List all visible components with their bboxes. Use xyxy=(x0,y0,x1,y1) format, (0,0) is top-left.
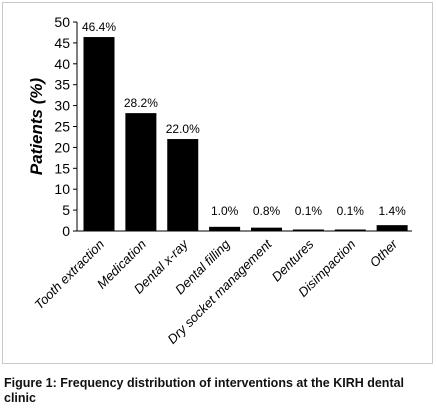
bar xyxy=(292,229,324,231)
category-label: Other xyxy=(367,236,401,270)
y-tick-label: 45 xyxy=(54,35,70,51)
bar xyxy=(251,227,282,231)
y-tick-label: 10 xyxy=(54,181,70,197)
data-label: 46.4% xyxy=(82,20,116,34)
bar xyxy=(334,229,366,231)
y-tick-label: 20 xyxy=(54,139,70,155)
y-tick-label: 40 xyxy=(54,56,70,72)
y-tick-label: 5 xyxy=(62,202,70,218)
y-tick-label: 0 xyxy=(62,223,70,239)
category-label: Tooth extraction xyxy=(31,237,107,313)
data-label: 0.8% xyxy=(253,204,281,218)
bar xyxy=(125,113,157,231)
bar xyxy=(167,139,199,231)
data-label: 1.4% xyxy=(378,204,406,218)
y-axis-title: Patients (%) xyxy=(27,78,46,176)
bar xyxy=(209,226,241,231)
data-label: 0.1% xyxy=(337,204,365,218)
data-label: 28.2% xyxy=(124,96,158,110)
data-label: 1.0% xyxy=(211,204,239,218)
y-tick-label: 50 xyxy=(54,14,70,30)
data-label: 22.0% xyxy=(166,122,200,136)
y-tick-label: 30 xyxy=(54,98,70,114)
bar-chart: 0 5 10 15 20 25 30 35 40 45 50 Patients (%) 46.4% Too… xyxy=(27,14,412,347)
y-tick-label: 35 xyxy=(54,77,70,93)
data-label: 0.1% xyxy=(295,204,323,218)
y-tick-label: 15 xyxy=(54,160,70,176)
bar xyxy=(376,225,408,231)
figure-caption: Figure 1: Frequency distribution of inte… xyxy=(4,376,405,405)
figure-frame xyxy=(2,2,433,364)
y-tick-label: 25 xyxy=(54,119,70,135)
bar xyxy=(83,37,115,231)
